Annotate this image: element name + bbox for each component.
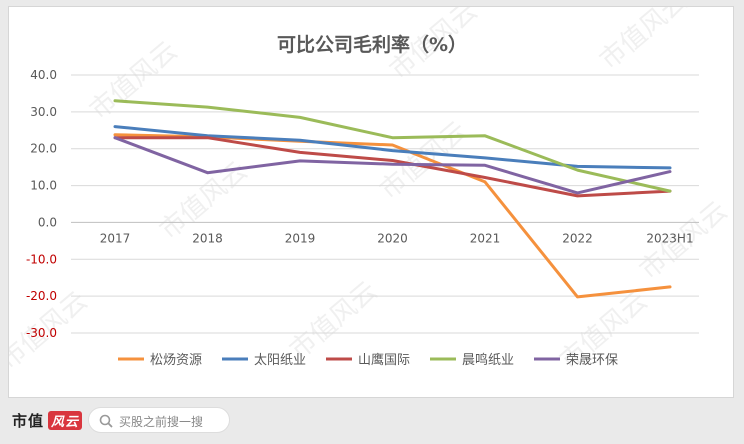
search-box[interactable]: 买股之前搜一搜 xyxy=(88,407,230,433)
y-tick-label: 0.0 xyxy=(38,215,57,229)
x-tick-label: 2020 xyxy=(377,231,408,245)
legend-label: 太阳纸业 xyxy=(254,353,306,368)
y-tick-label: -30.0 xyxy=(26,326,57,340)
chart-title: 可比公司毛利率（%） xyxy=(277,33,467,56)
search-placeholder: 买股之前搜一搜 xyxy=(119,415,204,429)
series-lines xyxy=(113,99,672,299)
x-tick-label: 2017 xyxy=(100,231,131,245)
y-tick-label: 10.0 xyxy=(30,179,57,193)
x-tick-label: 2022 xyxy=(562,231,593,245)
legend-label: 松炀资源 xyxy=(150,353,202,368)
search-icon xyxy=(99,413,113,432)
x-tick-label: 2023H1 xyxy=(646,231,693,245)
y-tick-label: 30.0 xyxy=(30,105,57,119)
series-line-太阳纸业 xyxy=(113,125,672,170)
y-tick-label: -20.0 xyxy=(26,289,57,303)
watermark-text: 市值风云 xyxy=(594,7,693,76)
y-tick-label: -10.0 xyxy=(26,252,57,266)
brand-seal: 风云 xyxy=(48,411,83,430)
x-tick-label: 2018 xyxy=(192,231,223,245)
x-tick-label: 2019 xyxy=(285,231,316,245)
legend-label: 晨鸣纸业 xyxy=(462,352,514,368)
y-tick-label: 20.0 xyxy=(30,142,57,156)
series-line-山鹰国际 xyxy=(113,136,672,198)
legend-label: 山鹰国际 xyxy=(358,352,410,368)
legend-label: 荣晟环保 xyxy=(566,353,618,368)
y-tick-label: 40.0 xyxy=(30,68,57,82)
x-tick-label: 2021 xyxy=(470,231,501,245)
x-axis-ticks: 2017 2018 2019 2020 2021 2022 2023H1 xyxy=(100,231,694,245)
series-line-荣晟环保 xyxy=(113,136,672,195)
series-line-晨鸣纸业 xyxy=(113,99,672,193)
legend: 松炀资源 太阳纸业 山鹰国际 晨鸣纸业 荣晟环保 xyxy=(118,352,618,368)
y-axis-ticks: 40.0 30.0 20.0 10.0 0.0 -10.0 -20.0 -30.0 xyxy=(26,68,57,340)
brand-logo: 市值 风云 xyxy=(12,410,83,431)
brand-name: 市值 xyxy=(12,412,45,430)
footer-bar: 市值 风云 买股之前搜一搜 xyxy=(0,404,744,444)
chart-frame: 市值风云 市值风云 市值风云 市值风云 市值风云 市值风云 市值风云 市值风云 市值风云 可比公… xyxy=(0,0,734,398)
